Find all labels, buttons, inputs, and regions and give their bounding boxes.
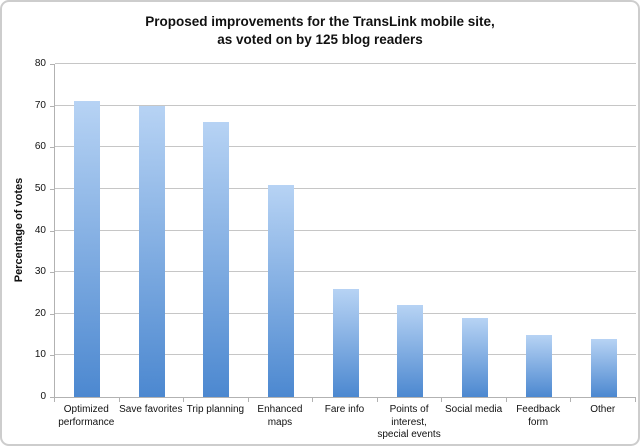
y-axis-tick bbox=[50, 272, 54, 274]
x-axis-tick bbox=[183, 398, 185, 402]
y-tick-label: 80 bbox=[34, 58, 46, 69]
x-category-label-line: Trip planning bbox=[186, 404, 245, 415]
grid-line bbox=[55, 63, 636, 64]
x-category-label: Optimized performance bbox=[54, 404, 119, 429]
chart-title: Proposed improvements for the TransLink … bbox=[2, 13, 638, 49]
bar bbox=[203, 122, 230, 397]
grid-line bbox=[55, 229, 636, 231]
bar bbox=[267, 184, 294, 397]
x-category-label: Other bbox=[570, 404, 635, 417]
bar bbox=[397, 305, 424, 397]
y-axis-tick bbox=[50, 397, 54, 398]
x-axis-tick bbox=[118, 398, 120, 402]
bar bbox=[526, 334, 553, 397]
x-category-label: Fare info bbox=[312, 404, 377, 417]
x-axis-tick bbox=[54, 398, 55, 402]
y-tick-label: 10 bbox=[34, 349, 46, 361]
bar bbox=[461, 317, 488, 397]
plot-area bbox=[54, 63, 636, 398]
x-category-label-line: Enhanced bbox=[257, 404, 303, 415]
x-axis-tick bbox=[635, 398, 636, 402]
x-category-label-line: Feedback form bbox=[516, 404, 561, 428]
y-tick-label: 20 bbox=[34, 307, 46, 319]
y-axis-tick bbox=[50, 147, 54, 149]
x-axis-tick bbox=[376, 398, 378, 402]
x-category-label-line: performance bbox=[58, 416, 115, 428]
x-category-label-line: Optimized bbox=[63, 404, 109, 415]
y-tick-label: 50 bbox=[34, 182, 46, 194]
grid-line bbox=[55, 271, 636, 273]
y-tick-label: 70 bbox=[34, 99, 46, 111]
y-axis-tick bbox=[50, 230, 54, 232]
x-category-label-line: Fare info bbox=[324, 404, 365, 415]
grid-line bbox=[55, 146, 636, 148]
x-category-label: Enhanced maps bbox=[248, 404, 313, 429]
x-axis-tick bbox=[505, 398, 507, 402]
y-tick-label: 30 bbox=[34, 266, 46, 278]
y-axis-tick bbox=[50, 188, 54, 190]
x-axis-tick bbox=[312, 398, 314, 402]
bar bbox=[590, 338, 617, 397]
x-axis-tick bbox=[570, 398, 572, 402]
x-axis-tick bbox=[441, 398, 443, 402]
x-category-label-line: Save favorites bbox=[119, 404, 183, 415]
x-category-label-line: Points of bbox=[389, 404, 429, 415]
y-tick-label: 0 bbox=[40, 391, 46, 402]
y-tick-label: 40 bbox=[34, 224, 46, 236]
y-axis-tick bbox=[50, 313, 54, 315]
y-tick-label: 60 bbox=[34, 141, 46, 153]
x-axis-tick bbox=[247, 398, 249, 402]
chart-title-line2: as voted on by 125 blog readers bbox=[217, 32, 423, 47]
x-category-label: Points of interest, special events bbox=[377, 404, 442, 442]
grid-line bbox=[55, 187, 636, 189]
bar bbox=[332, 288, 359, 397]
x-category-label: Trip planning bbox=[183, 404, 248, 417]
x-category-label-line: Other bbox=[590, 404, 616, 415]
x-category-label-line: maps bbox=[267, 416, 293, 428]
bar bbox=[74, 101, 101, 397]
x-category-label: Social media bbox=[441, 404, 506, 417]
x-category-label-line: special events bbox=[377, 429, 441, 440]
x-category-label-line: interest, bbox=[391, 416, 427, 428]
y-axis-tick bbox=[50, 105, 54, 107]
x-category-label: Save favorites bbox=[119, 404, 184, 417]
grid-line bbox=[55, 104, 636, 106]
bar bbox=[138, 105, 165, 397]
chart-title-line1: Proposed improvements for the TransLink … bbox=[145, 14, 495, 29]
y-axis-tick bbox=[50, 355, 54, 357]
y-axis-tick bbox=[50, 64, 54, 65]
x-category-label-line: Social media bbox=[444, 404, 503, 415]
x-category-label: Feedback form bbox=[506, 404, 571, 429]
